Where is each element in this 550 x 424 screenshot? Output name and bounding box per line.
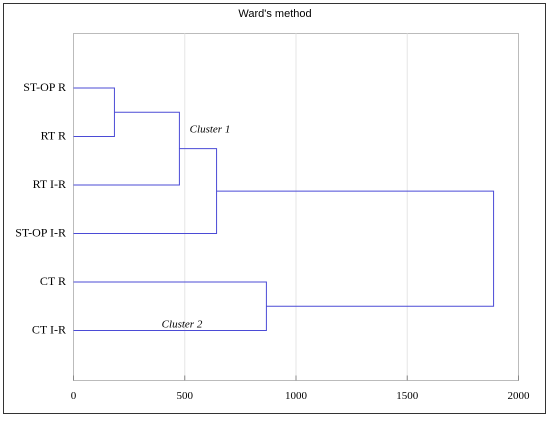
x-tick-label: 1500 [396,390,419,402]
outer-frame [3,3,546,414]
labels: 0 500 1000 1500 2000 ST-OP R RT R RT I-R ST-OP I… [15,80,530,402]
x-tick-label: 2000 [508,390,531,402]
leaf-label: CT I-R [32,322,66,336]
leaf-label: CT R [40,274,66,288]
leaf-label: ST-OP R [23,80,66,94]
chart-title: Ward's method [238,8,311,20]
grid [73,33,519,381]
x-tick-label: 0 [71,390,77,402]
x-tick-label: 1000 [285,390,308,402]
leaf-label: ST-OP I-R [15,225,66,239]
link [216,190,495,307]
leaf-label: RT R [41,128,66,142]
annotation: Cluster 2 [162,319,203,331]
leaf-label: RT I-R [33,177,66,191]
links [73,87,495,331]
annotation: Cluster 1 [190,124,231,136]
x-tick-label: 500 [177,390,194,402]
